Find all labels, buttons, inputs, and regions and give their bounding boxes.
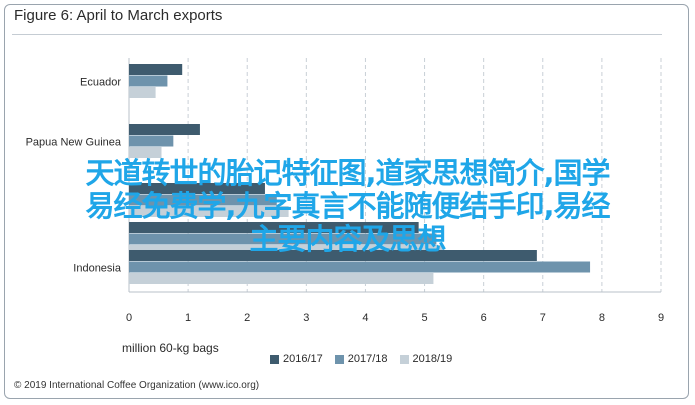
legend-item-2018-19: 2018/19 bbox=[399, 353, 453, 365]
x-tick-label-0: 0 bbox=[126, 312, 132, 324]
watermark-line-1: 天道转世的胎记特征图,道家思想简介,国学 bbox=[85, 156, 610, 190]
category-label-indonesia: Indonesia bbox=[73, 262, 122, 274]
chart-frame bbox=[4, 4, 689, 399]
watermark-line-2: 易经免费学,九字真言不能随便结手印,易经 bbox=[85, 189, 610, 223]
legend-swatch-2018-19 bbox=[399, 354, 409, 364]
legend-item-2016-17: 2016/17 bbox=[270, 353, 323, 365]
grid-layer bbox=[128, 58, 662, 293]
legend-item-2017-18: 2017/18 bbox=[334, 353, 388, 365]
bar-category-4-2016-17 bbox=[129, 222, 419, 233]
legend-label-2016-17: 2016/17 bbox=[283, 353, 323, 365]
x-tick-label-6: 6 bbox=[481, 312, 487, 324]
title-divider bbox=[12, 34, 662, 35]
x-axis-label: million 60-kg bags bbox=[122, 341, 219, 355]
legend-label-2017-18: 2017/18 bbox=[347, 353, 388, 365]
bar-indonesia-2017-18 bbox=[129, 261, 591, 273]
legend: 2016/17 2017/18 2018/19 bbox=[270, 353, 452, 365]
tick-label-layer: 0 1 2 3 4 5 6 7 8 9 bbox=[126, 312, 664, 324]
bar-papua-new-guinea-2018-19 bbox=[129, 147, 162, 158]
copyright-text: © 2019 International Coffee Organization… bbox=[14, 380, 260, 391]
figure-title: Figure 6: April to March exports bbox=[14, 7, 223, 24]
legend-swatch-2017-18 bbox=[334, 354, 344, 364]
bar-ecuador-2017-18 bbox=[129, 75, 168, 87]
category-label-ecuador: Ecuador bbox=[80, 76, 121, 88]
category-label-papua-new-guinea: Papua New Guinea bbox=[26, 136, 122, 148]
bar-papua-new-guinea-2016-17 bbox=[129, 124, 200, 135]
bar-category-3-2016-17 bbox=[129, 183, 265, 194]
bar-ecuador-2016-17 bbox=[129, 64, 183, 75]
x-tick-label-8: 8 bbox=[599, 312, 605, 324]
x-tick-label-3: 3 bbox=[303, 312, 309, 324]
bar-category-3-2018-19 bbox=[129, 206, 289, 217]
x-tick-label-4: 4 bbox=[362, 312, 368, 324]
bar-indonesia-2016-17 bbox=[129, 250, 537, 261]
watermark-overlay: 天道转世的胎记特征图,道家思想简介,国学 易经免费学,九字真言不能随便结手印,易… bbox=[0, 157, 695, 256]
bar-category-4-2017-18 bbox=[129, 233, 437, 245]
x-tick-label-1: 1 bbox=[185, 312, 191, 324]
bar-category-3-2017-18 bbox=[129, 194, 277, 206]
legend-label-2018-19: 2018/19 bbox=[412, 353, 453, 365]
watermark-line-3: 主要内容及思想 bbox=[249, 222, 446, 256]
legend-swatch-2016-17 bbox=[270, 354, 279, 364]
bar-ecuador-2018-19 bbox=[129, 87, 156, 98]
x-tick-label-5: 5 bbox=[421, 312, 427, 324]
x-tick-label-2: 2 bbox=[244, 312, 250, 324]
x-tick-label-9: 9 bbox=[658, 312, 664, 324]
x-tick-label-7: 7 bbox=[540, 312, 546, 324]
bar-indonesia-2018-19 bbox=[129, 273, 434, 284]
category-label-layer: Ecuador Papua New Guinea Indonesia bbox=[26, 76, 122, 274]
bar-papua-new-guinea-2017-18 bbox=[129, 135, 174, 147]
bar-layer bbox=[129, 64, 591, 284]
